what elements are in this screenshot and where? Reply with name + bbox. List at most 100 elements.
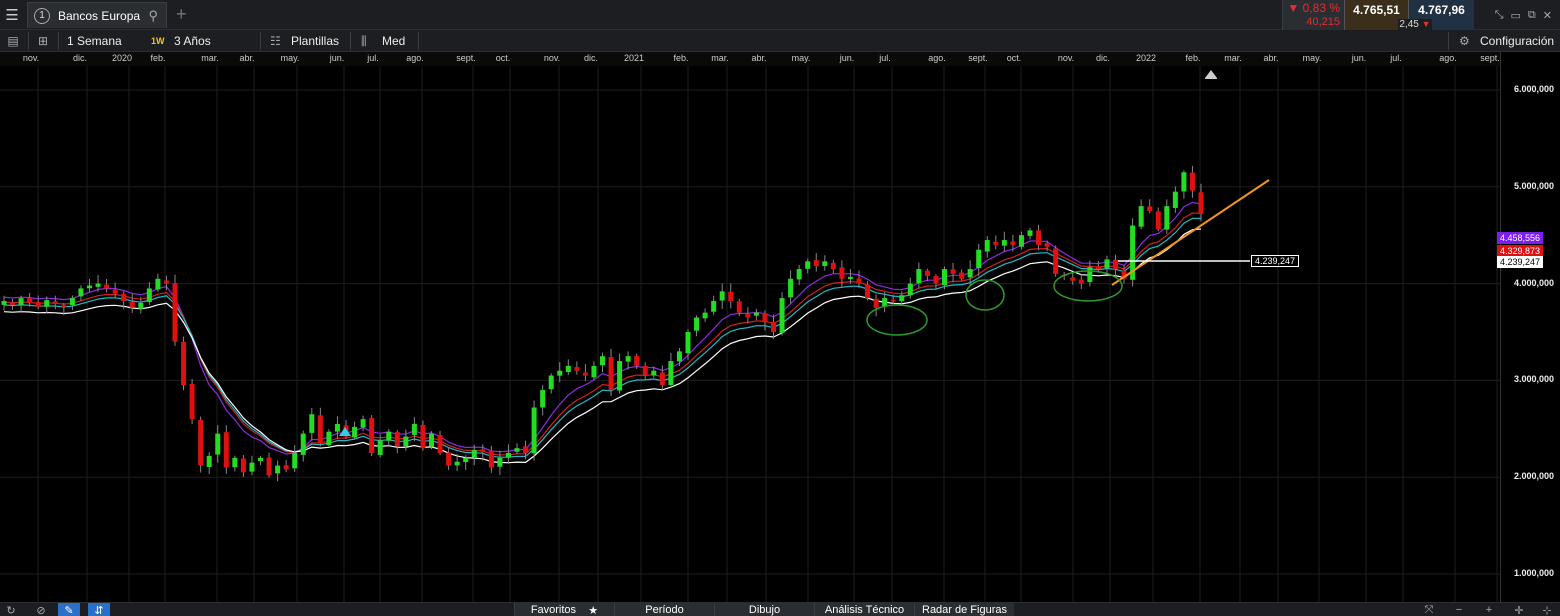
candle xyxy=(326,429,332,448)
time-tick-label: feb. xyxy=(673,53,689,63)
time-tick-label: abr. xyxy=(239,53,255,63)
candle xyxy=(1138,199,1144,230)
candle-body xyxy=(668,361,674,386)
popout-icon[interactable]: ⧉ xyxy=(1527,8,1536,21)
price-type-selector[interactable]: Med xyxy=(382,34,406,48)
candle-body xyxy=(933,276,939,284)
reset-view-icon[interactable]: ⊹ xyxy=(1542,604,1552,616)
candle xyxy=(411,417,417,442)
candle xyxy=(1010,234,1016,252)
candle-body xyxy=(1078,279,1084,284)
candle xyxy=(625,351,631,370)
candle xyxy=(676,347,682,366)
zoom-in-icon[interactable]: + xyxy=(1485,604,1493,616)
candle xyxy=(1001,231,1007,252)
refresh-icon[interactable]: ↻ xyxy=(6,604,16,616)
price-chart[interactable] xyxy=(0,66,1500,602)
candle-body xyxy=(523,446,529,453)
layout-grid-icon[interactable]: ⊞ xyxy=(37,34,49,48)
candle-body xyxy=(865,284,871,299)
candle xyxy=(497,450,503,475)
candle xyxy=(1087,260,1093,287)
candlesticks xyxy=(1,165,1204,482)
drawing-tab[interactable]: Dibujo xyxy=(714,603,814,616)
time-tick-label: dic. xyxy=(72,53,87,63)
candle-body xyxy=(907,283,913,296)
candle xyxy=(1172,186,1178,213)
candle xyxy=(1113,254,1118,277)
candle xyxy=(1130,218,1136,287)
crosshair-icon[interactable]: ✛ xyxy=(1514,604,1524,616)
technical-analysis-tab[interactable]: Análisis Técnico xyxy=(814,603,914,616)
hamburger-menu-icon[interactable]: ☰ xyxy=(5,7,19,24)
candle xyxy=(292,444,298,473)
candle-body xyxy=(676,351,682,362)
range-selector[interactable]: 3 Años xyxy=(174,34,211,48)
candle xyxy=(531,400,537,461)
candle-body xyxy=(386,431,392,441)
interval-selector[interactable]: 1 Semana xyxy=(67,34,122,48)
candle xyxy=(702,308,708,322)
candle xyxy=(61,302,67,316)
close-icon[interactable]: ✕ xyxy=(1542,9,1552,22)
candle xyxy=(728,283,734,309)
support-circle xyxy=(866,304,928,336)
zoom-out-icon[interactable]: − xyxy=(1455,604,1463,616)
settings-button[interactable]: Configuración xyxy=(1480,34,1555,48)
candle-body xyxy=(813,260,819,267)
candle xyxy=(736,298,742,317)
bid-price-button[interactable]: 4.765,51 xyxy=(1344,0,1408,30)
favorites-label: Favoritos xyxy=(530,604,577,616)
favorites-tab[interactable]: Favoritos ★ xyxy=(514,603,614,616)
collapse-icon[interactable]: ⤡ xyxy=(1494,8,1504,21)
candle-body xyxy=(300,433,306,455)
minimize-icon[interactable]: ▭ xyxy=(1510,9,1521,22)
candle xyxy=(890,294,896,305)
candle xyxy=(240,454,246,477)
candle xyxy=(540,385,546,416)
candle-body xyxy=(121,293,127,302)
signal-marker-icon xyxy=(339,427,351,436)
pattern-radar-tab[interactable]: Radar de Figuras xyxy=(914,603,1014,616)
candle xyxy=(719,283,725,309)
candle-body xyxy=(1172,191,1178,208)
moving-averages xyxy=(3,201,1202,464)
candle xyxy=(796,264,802,286)
period-tab[interactable]: Período xyxy=(614,603,714,616)
candle-body xyxy=(976,249,982,269)
candle xyxy=(155,273,161,293)
candle-body xyxy=(206,455,212,468)
candle-body xyxy=(189,383,195,420)
add-tab-icon[interactable]: + xyxy=(176,4,187,24)
candle-body xyxy=(87,285,92,289)
candle-body xyxy=(352,426,358,438)
chart-tab[interactable]: 1 Bancos Europa ⚲ xyxy=(27,2,167,28)
candle xyxy=(967,260,973,286)
block-icon[interactable]: ⊘ xyxy=(36,604,46,616)
candle xyxy=(1044,240,1050,252)
change-percent: ▼ 0,83 % xyxy=(1287,1,1340,15)
cursor-icon[interactable]: ⇵ xyxy=(88,603,110,616)
expand-icon[interactable]: ⤧ xyxy=(1424,603,1434,616)
candle-body xyxy=(181,341,187,386)
candle-body xyxy=(480,449,486,453)
templates-button[interactable]: Plantillas xyxy=(291,34,340,48)
candle xyxy=(847,269,853,284)
candle xyxy=(976,243,982,277)
candle xyxy=(352,421,358,440)
candle xyxy=(805,258,811,274)
candle xyxy=(104,278,110,293)
pencil-icon[interactable]: ✎ xyxy=(58,603,80,616)
candle-body xyxy=(1113,259,1118,270)
search-icon[interactable]: ⚲ xyxy=(148,7,158,23)
candle xyxy=(1,295,7,311)
time-tick-label: dic. xyxy=(1095,53,1110,63)
time-tick-label: 2020 xyxy=(111,53,133,63)
candle-body xyxy=(497,457,503,467)
list-icon[interactable]: ▤ xyxy=(7,34,19,48)
time-tick-label: nov. xyxy=(1057,53,1075,63)
candle-body xyxy=(377,440,383,455)
candle-body xyxy=(163,280,169,284)
candle xyxy=(10,298,16,310)
